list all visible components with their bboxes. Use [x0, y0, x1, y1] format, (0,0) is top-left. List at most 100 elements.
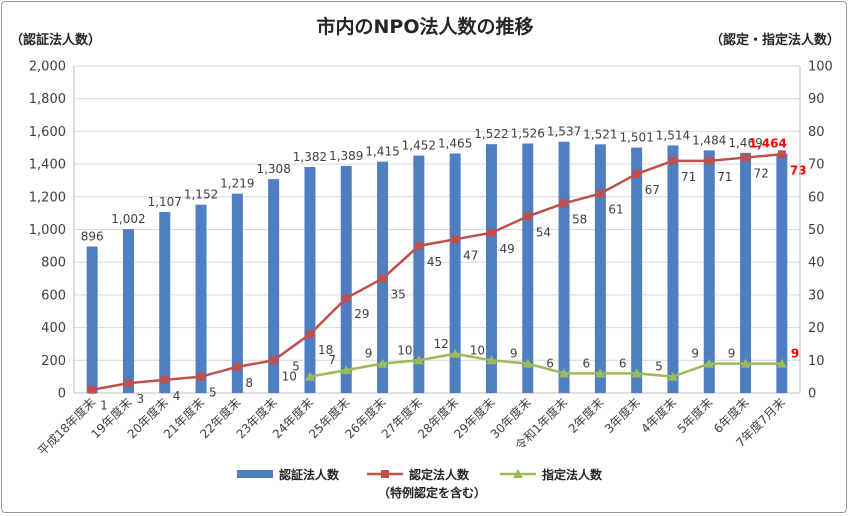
bar-certified — [413, 155, 425, 393]
bar-value-label: 1,415 — [365, 145, 399, 159]
right-tick-label: 10 — [808, 354, 825, 369]
accredited-value-label: 1 — [100, 399, 108, 413]
accredited-marker — [741, 153, 750, 162]
bar-value-label: 1,464 — [749, 137, 787, 151]
x-category-label: 3年度末 — [601, 395, 642, 436]
designated-value-label: 5 — [292, 360, 300, 374]
bar-value-label: 1,382 — [293, 150, 327, 164]
bar-value-label: 1,107 — [148, 195, 182, 209]
designated-value-label: 6 — [583, 356, 591, 370]
line-series — [88, 150, 787, 394]
accredited-marker — [124, 379, 133, 388]
left-tick-label: 2,000 — [29, 60, 66, 75]
accredited-value-label: 10 — [282, 369, 297, 383]
accredited-value-label: 47 — [463, 248, 478, 262]
bar-value-label: 1,526 — [511, 126, 545, 140]
bar-certified — [195, 204, 207, 393]
bar-certified — [268, 179, 280, 393]
accredited-marker — [305, 330, 314, 339]
accredited-value-label: 5 — [209, 386, 217, 400]
designated-marker — [631, 368, 642, 378]
accredited-marker — [88, 385, 97, 394]
accredited-value-label: 49 — [499, 242, 514, 256]
left-tick-label: 1,800 — [29, 92, 66, 107]
right-tick-label: 80 — [808, 125, 825, 140]
bar-value-label: 1,469 — [728, 136, 762, 150]
designated-marker — [377, 358, 388, 368]
right-tick-label: 50 — [808, 223, 825, 238]
designated-line — [309, 352, 782, 378]
accredited-marker — [414, 241, 423, 250]
bar-certified — [449, 153, 461, 393]
bar-value-label: 1,308 — [256, 162, 290, 176]
left-tick-label: 400 — [41, 321, 66, 336]
bar-value-label: 1,514 — [656, 128, 690, 142]
accredited-value-label: 71 — [717, 170, 732, 184]
bar-certified — [594, 144, 606, 393]
bar-certified — [304, 167, 316, 393]
legend-marker-accredited — [381, 470, 389, 478]
accredited-marker — [596, 189, 605, 198]
designated-value-label: 9 — [365, 347, 373, 361]
accredited-value-label: 45 — [427, 255, 442, 269]
designated-value-label: 6 — [619, 356, 627, 370]
x-category-label: 4年度末 — [638, 395, 679, 436]
left-tick-label: 800 — [41, 256, 66, 271]
left-tick-label: 0 — [58, 387, 66, 402]
bar-certified — [631, 147, 643, 393]
bar-value-label: 896 — [81, 230, 104, 244]
grid-lines — [74, 65, 800, 394]
bar-certified — [522, 143, 534, 393]
accredited-marker — [269, 356, 278, 365]
x-category-label: 5年度末 — [674, 395, 715, 436]
right-tick-label: 70 — [808, 158, 825, 173]
accredited-marker — [487, 228, 496, 237]
accredited-value-label: 61 — [608, 203, 623, 217]
legend-marker-designated — [513, 469, 523, 478]
left-tick-label: 600 — [41, 288, 66, 303]
designated-marker — [450, 348, 461, 358]
designated-value-label: 12 — [434, 337, 449, 351]
accredited-marker — [777, 150, 786, 159]
designated-marker — [304, 371, 315, 381]
accredited-marker — [342, 294, 351, 303]
bar-certified — [703, 150, 715, 393]
accredited-value-label: 8 — [245, 376, 253, 390]
bar-value-label: 1,465 — [438, 136, 472, 150]
right-tick-label: 0 — [808, 387, 816, 402]
designated-marker — [704, 358, 715, 368]
designated-value-label: 5 — [655, 360, 663, 374]
bar-certified — [86, 246, 98, 393]
x-category-label: 平成18年度末 — [34, 395, 98, 459]
designated-marker — [740, 358, 751, 368]
bar-value-label: 1,521 — [583, 127, 617, 141]
right-tick-label: 60 — [808, 190, 825, 205]
bar-certified — [776, 153, 788, 393]
designated-value-label: 10 — [397, 343, 412, 357]
accredited-marker — [560, 199, 569, 208]
accredited-marker — [523, 212, 532, 221]
right-tick-label: 30 — [808, 288, 825, 303]
accredited-value-label: 72 — [754, 167, 769, 181]
accredited-line — [91, 153, 782, 391]
left-tick-label: 1,000 — [29, 223, 66, 238]
accredited-value-label: 67 — [645, 183, 660, 197]
legend-label-certified: 認証法人数 — [279, 467, 340, 482]
accredited-value-label: 73 — [790, 163, 807, 177]
bar-certified — [122, 229, 134, 393]
designated-value-label: 9 — [691, 347, 699, 361]
legend: 認証法人数 認定法人数 （特例認定を含む） 指定法人数 — [237, 467, 603, 500]
right-tick-label: 90 — [808, 92, 825, 107]
bar-value-label: 1,002 — [111, 212, 145, 226]
accredited-marker — [378, 274, 387, 283]
designated-value-label: 10 — [470, 343, 485, 357]
accredited-value-label: 35 — [391, 288, 406, 302]
designated-marker — [522, 358, 533, 368]
bar-value-label: 1,501 — [619, 131, 653, 145]
accredited-value-label: 54 — [536, 225, 551, 239]
designated-marker — [667, 371, 678, 381]
chart-title: 市内のNPO法人数の推移 — [317, 15, 534, 38]
accredited-value-label: 29 — [354, 307, 369, 321]
